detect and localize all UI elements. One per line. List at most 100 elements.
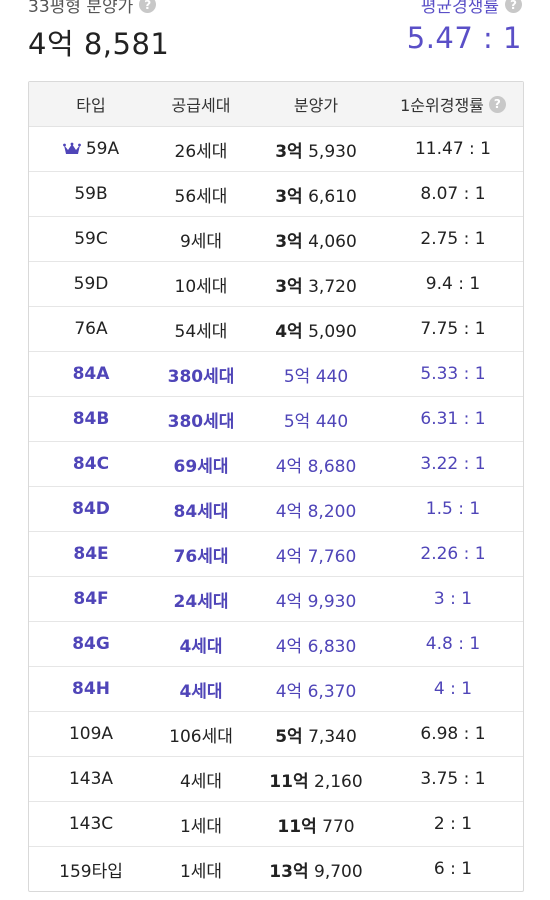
table-row[interactable]: 59B 56세대 3억 6,610 8.07 : 1	[29, 172, 523, 217]
cell-type: 109A	[29, 724, 153, 744]
price-value: 4억 8,581	[28, 27, 170, 61]
type-label: 84G	[72, 634, 110, 654]
table-row[interactable]: 84F 24세대 4억 9,930 3 : 1	[29, 577, 523, 622]
price-man: 4,060	[308, 231, 357, 252]
table-row[interactable]: 84E 76세대 4억 7,760 2.26 : 1	[29, 532, 523, 577]
price-man: 3,720	[308, 276, 357, 297]
header-ratio-label: 1순위경쟁률	[400, 96, 484, 115]
ratio-value: 5.47 : 1	[406, 21, 522, 55]
cell-ratio: 2.26 : 1	[420, 544, 486, 564]
price-man: 440	[315, 411, 349, 432]
header-units: 공급세대	[171, 96, 231, 115]
cell-units: 24세대	[173, 591, 229, 612]
cell-ratio: 4.8 : 1	[425, 634, 481, 654]
table-row[interactable]: 84A 380세대 5억 440 5.33 : 1	[29, 352, 523, 397]
header-ratio: 1순위경쟁률 ?	[383, 92, 523, 116]
table-row[interactable]: 76A 54세대 4억 5,090 7.75 : 1	[29, 307, 523, 352]
cell-units: 76세대	[173, 546, 229, 567]
cell-type: 59C	[29, 229, 153, 249]
table-row[interactable]: 84B 380세대 5억 440 6.31 : 1	[29, 397, 523, 442]
ratio-label: 평균경쟁률	[420, 0, 499, 17]
cell-units: 10세대	[174, 276, 228, 297]
help-icon[interactable]: ?	[505, 0, 522, 13]
cell-price: 4억 6,370	[249, 677, 383, 702]
header-price: 분양가	[293, 96, 339, 115]
cell-ratio: 6 : 1	[433, 859, 473, 879]
cell-ratio: 4 : 1	[433, 679, 473, 699]
price-eok: 11억	[277, 816, 317, 837]
cell-type: 59D	[29, 274, 153, 294]
cell-type: 84A	[29, 364, 153, 384]
cell-ratio: 7.75 : 1	[420, 319, 486, 339]
type-label: 84B	[72, 409, 110, 429]
help-icon[interactable]: ?	[488, 95, 506, 113]
table-row[interactable]: 59C 9세대 3억 4,060 2.75 : 1	[29, 217, 523, 262]
cell-units: 380세대	[167, 411, 235, 432]
type-label: 143C	[68, 814, 114, 834]
cell-units: 4세대	[179, 771, 223, 792]
price-man: 2,160	[314, 771, 363, 792]
cell-type: 59A	[29, 139, 153, 159]
type-label: 84H	[72, 679, 110, 699]
cell-price: 3억 3,720	[249, 272, 383, 297]
table-body: 59A 26세대 3억 5,930 11.47 : 1 59B 56세대 3억 6,610 8…	[29, 127, 523, 891]
header-type: 타입	[76, 96, 106, 115]
table-row[interactable]: 109A 106세대 5억 7,340 6.98 : 1	[29, 712, 523, 757]
cell-price: 5억 7,340	[249, 722, 383, 747]
unit-type-table: 타입 공급세대 분양가 1순위경쟁률 ? 59A 26세대 3억 5,930 11.4…	[28, 81, 524, 892]
price-eok: 3억	[275, 186, 303, 207]
cell-type: 84F	[29, 589, 153, 609]
cell-units: 84세대	[173, 501, 229, 522]
price-man: 8,200	[307, 501, 357, 522]
cell-price: 4억 9,930	[249, 587, 383, 612]
price-eok: 3억	[275, 276, 303, 297]
table-row[interactable]: 84H 4세대 4억 6,370 4 : 1	[29, 667, 523, 712]
price-eok: 11억	[269, 771, 309, 792]
cell-price: 3억 5,930	[249, 137, 383, 162]
cell-price: 4억 6,830	[249, 632, 383, 657]
cell-price: 4억 8,680	[249, 452, 383, 477]
cell-ratio: 9.4 : 1	[425, 274, 481, 294]
crown-icon	[62, 142, 81, 156]
cell-units: 1세대	[179, 861, 223, 882]
cell-type: 84B	[29, 409, 153, 429]
type-label: 84A	[72, 364, 110, 384]
price-eok: 4억	[275, 636, 303, 657]
price-eok: 13억	[269, 861, 309, 882]
type-label: 84C	[72, 454, 110, 474]
type-label: 59C	[74, 229, 108, 249]
cell-units: 54세대	[174, 321, 228, 342]
cell-ratio: 5.33 : 1	[420, 364, 486, 384]
price-man: 5,090	[308, 321, 357, 342]
price-eok: 4억	[275, 321, 303, 342]
cell-price: 5억 440	[249, 407, 383, 432]
table-row[interactable]: 59A 26세대 3억 5,930 11.47 : 1	[29, 127, 523, 172]
ratio-summary: 평균경쟁률 ? 5.47 : 1	[407, 0, 522, 55]
price-eok: 4억	[275, 501, 303, 522]
cell-type: 143A	[29, 769, 153, 789]
cell-units: 4세대	[179, 681, 223, 702]
table-row[interactable]: 84D 84세대 4억 8,200 1.5 : 1	[29, 487, 523, 532]
price-eok: 4억	[275, 456, 303, 477]
type-label: 59D	[73, 274, 109, 294]
type-label: 109A	[68, 724, 114, 744]
cell-type: 84D	[29, 499, 153, 519]
type-label: 143A	[68, 769, 114, 789]
table-row[interactable]: 59D 10세대 3억 3,720 9.4 : 1	[29, 262, 523, 307]
table-row[interactable]: 84G 4세대 4억 6,830 4.8 : 1	[29, 622, 523, 667]
cell-units: 380세대	[167, 366, 235, 387]
price-man: 7,760	[307, 546, 357, 567]
cell-ratio: 2 : 1	[433, 814, 473, 834]
cell-ratio: 2.75 : 1	[420, 229, 486, 249]
table-row[interactable]: 84C 69세대 4억 8,680 3.22 : 1	[29, 442, 523, 487]
price-man: 8,680	[307, 456, 357, 477]
price-man: 7,340	[308, 726, 357, 747]
table-row[interactable]: 159타입 1세대 13억 9,700 6 : 1	[29, 847, 523, 891]
cell-ratio: 3.22 : 1	[420, 454, 486, 474]
cell-units: 4세대	[179, 636, 223, 657]
cell-type: 84C	[29, 454, 153, 474]
help-icon[interactable]: ?	[139, 0, 157, 13]
cell-units: 106세대	[169, 726, 233, 747]
table-row[interactable]: 143C 1세대 11억 770 2 : 1	[29, 802, 523, 847]
table-row[interactable]: 143A 4세대 11억 2,160 3.75 : 1	[29, 757, 523, 802]
